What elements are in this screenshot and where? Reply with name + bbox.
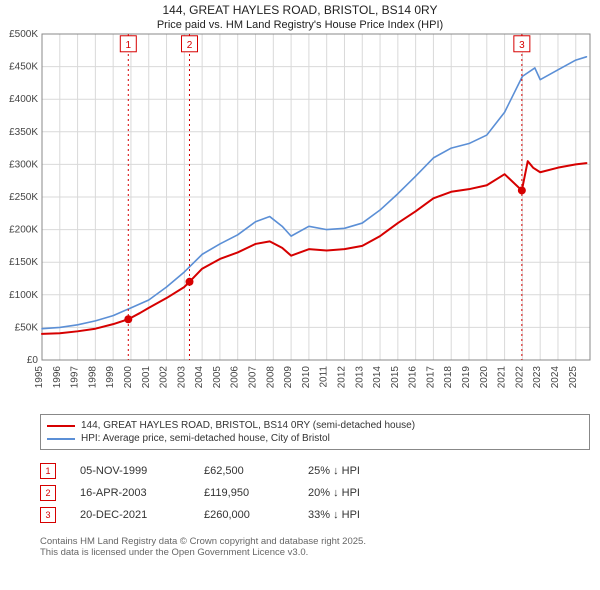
svg-text:1999: 1999 bbox=[105, 366, 116, 389]
footer-line-2: This data is licensed under the Open Gov… bbox=[40, 547, 590, 558]
sale-row: 3 20-DEC-2021 £260,000 33% ↓ HPI bbox=[40, 504, 590, 526]
svg-text:2007: 2007 bbox=[248, 366, 259, 389]
svg-text:2021: 2021 bbox=[497, 366, 508, 389]
svg-text:£150K: £150K bbox=[9, 257, 38, 268]
svg-text:1996: 1996 bbox=[52, 366, 63, 389]
legend-label: 144, GREAT HAYLES ROAD, BRISTOL, BS14 0R… bbox=[81, 420, 415, 431]
svg-text:1998: 1998 bbox=[87, 366, 98, 389]
svg-text:2022: 2022 bbox=[514, 366, 525, 389]
svg-text:2: 2 bbox=[187, 40, 193, 51]
legend-swatch bbox=[47, 438, 75, 440]
svg-text:£250K: £250K bbox=[9, 192, 38, 203]
svg-text:3: 3 bbox=[519, 40, 525, 51]
legend-item: HPI: Average price, semi-detached house,… bbox=[47, 432, 583, 445]
sale-marker-icon: 3 bbox=[40, 507, 56, 523]
svg-text:2010: 2010 bbox=[301, 366, 312, 389]
svg-text:2013: 2013 bbox=[354, 366, 365, 389]
svg-text:144, GREAT HAYLES ROAD, BRISTO: 144, GREAT HAYLES ROAD, BRISTOL, BS14 0R… bbox=[162, 3, 437, 17]
sale-row: 2 16-APR-2003 £119,950 20% ↓ HPI bbox=[40, 482, 590, 504]
sale-date: 16-APR-2003 bbox=[80, 487, 180, 499]
svg-text:2019: 2019 bbox=[461, 366, 472, 389]
line-chart: 144, GREAT HAYLES ROAD, BRISTOL, BS14 0R… bbox=[0, 0, 600, 410]
svg-text:1995: 1995 bbox=[34, 366, 45, 389]
svg-text:2011: 2011 bbox=[319, 366, 330, 388]
svg-text:£500K: £500K bbox=[9, 29, 38, 40]
footer: Contains HM Land Registry data © Crown c… bbox=[40, 536, 590, 558]
footer-line-1: Contains HM Land Registry data © Crown c… bbox=[40, 536, 590, 547]
svg-text:2008: 2008 bbox=[265, 366, 276, 389]
svg-text:2016: 2016 bbox=[408, 366, 419, 389]
svg-text:£0: £0 bbox=[27, 355, 39, 366]
svg-text:2005: 2005 bbox=[212, 366, 223, 389]
svg-text:2002: 2002 bbox=[159, 366, 170, 389]
svg-text:2009: 2009 bbox=[283, 366, 294, 389]
svg-text:1: 1 bbox=[126, 40, 132, 51]
legend: 144, GREAT HAYLES ROAD, BRISTOL, BS14 0R… bbox=[40, 414, 590, 450]
legend-swatch bbox=[47, 425, 75, 427]
sale-delta: 25% ↓ HPI bbox=[308, 465, 360, 477]
svg-text:2015: 2015 bbox=[390, 366, 401, 389]
svg-text:2014: 2014 bbox=[372, 366, 383, 389]
svg-text:£100K: £100K bbox=[9, 290, 38, 301]
svg-text:2017: 2017 bbox=[425, 366, 436, 389]
svg-text:2012: 2012 bbox=[336, 366, 347, 389]
sale-row: 1 05-NOV-1999 £62,500 25% ↓ HPI bbox=[40, 460, 590, 482]
sale-price: £119,950 bbox=[204, 487, 284, 499]
sale-price: £62,500 bbox=[204, 465, 284, 477]
sale-price: £260,000 bbox=[204, 509, 284, 521]
svg-text:2025: 2025 bbox=[568, 366, 579, 389]
svg-text:2024: 2024 bbox=[550, 366, 561, 389]
svg-text:2004: 2004 bbox=[194, 366, 205, 389]
svg-text:2023: 2023 bbox=[532, 366, 543, 389]
svg-text:2006: 2006 bbox=[230, 366, 241, 389]
svg-text:£200K: £200K bbox=[9, 225, 38, 236]
svg-text:£300K: £300K bbox=[9, 159, 38, 170]
sale-delta: 20% ↓ HPI bbox=[308, 487, 360, 499]
svg-text:2018: 2018 bbox=[443, 366, 454, 389]
legend-label: HPI: Average price, semi-detached house,… bbox=[81, 433, 330, 444]
svg-text:£450K: £450K bbox=[9, 62, 38, 73]
sales-table: 1 05-NOV-1999 £62,500 25% ↓ HPI 2 16-APR-2003… bbox=[40, 460, 590, 526]
sale-date: 05-NOV-1999 bbox=[80, 465, 180, 477]
svg-text:1997: 1997 bbox=[70, 366, 81, 389]
svg-text:£350K: £350K bbox=[9, 127, 38, 138]
svg-text:2000: 2000 bbox=[123, 366, 134, 389]
svg-text:2003: 2003 bbox=[176, 366, 187, 389]
svg-text:2020: 2020 bbox=[479, 366, 490, 389]
sale-delta: 33% ↓ HPI bbox=[308, 509, 360, 521]
sale-date: 20-DEC-2021 bbox=[80, 509, 180, 521]
svg-text:Price paid vs. HM Land Registr: Price paid vs. HM Land Registry's House … bbox=[157, 19, 443, 31]
legend-item: 144, GREAT HAYLES ROAD, BRISTOL, BS14 0R… bbox=[47, 419, 583, 432]
sale-marker-icon: 1 bbox=[40, 463, 56, 479]
sale-marker-icon: 2 bbox=[40, 485, 56, 501]
svg-text:£50K: £50K bbox=[15, 322, 39, 333]
svg-text:2001: 2001 bbox=[141, 366, 152, 389]
svg-text:£400K: £400K bbox=[9, 94, 38, 105]
chart-area: 144, GREAT HAYLES ROAD, BRISTOL, BS14 0R… bbox=[0, 0, 600, 410]
